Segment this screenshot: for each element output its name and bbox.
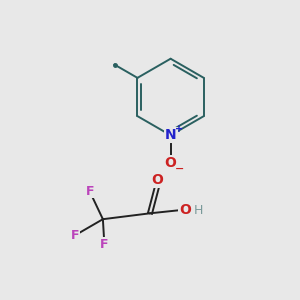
Text: N: N <box>165 128 176 142</box>
Text: F: F <box>85 185 94 198</box>
Text: F: F <box>71 229 79 242</box>
Text: +: + <box>175 124 183 134</box>
Text: F: F <box>100 238 109 251</box>
Text: O: O <box>179 203 191 218</box>
Text: O: O <box>165 156 176 170</box>
Text: H: H <box>193 205 203 218</box>
Text: −: − <box>175 164 184 174</box>
Text: O: O <box>152 173 163 187</box>
